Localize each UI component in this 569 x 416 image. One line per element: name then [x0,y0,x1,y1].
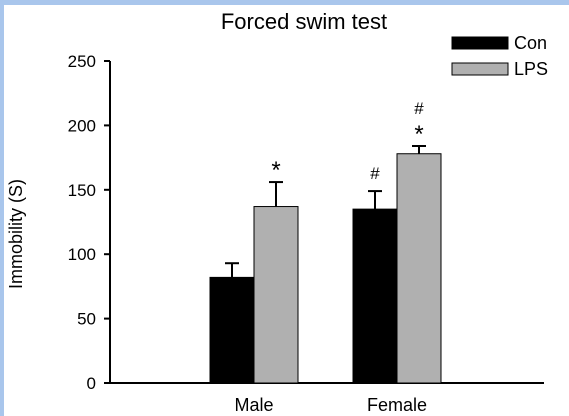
bar-con [352,208,398,384]
legend-label: Con [514,33,547,53]
bar-chart: Forced swim test Immobility (S) 0 50 100 15… [6,9,548,415]
significance-label: # [370,164,380,183]
bar-lps [396,153,442,384]
bar-con [209,276,255,384]
bars: * # * # [209,99,442,384]
significance-label: * [414,121,423,148]
legend: Con LPS [451,33,548,79]
chart-title: Forced swim test [221,9,387,34]
y-axis-label: Immobility (S) [6,179,26,289]
y-tick-label: 150 [68,181,96,200]
y-tick-label: 50 [77,310,96,329]
legend-swatch [451,62,509,76]
y-tick-label: 0 [87,374,96,393]
x-tick-label: Female [367,395,427,415]
x-tick-label: Male [234,395,273,415]
bar-lps [253,206,299,384]
chart-panel: Forced swim test Immobility (S) 0 50 100 15… [4,5,569,416]
significance-label: # [414,99,424,118]
axes: 0 50 100 150 200 250 Male Female [68,52,544,415]
y-tick-label: 100 [68,245,96,264]
legend-swatch [451,36,509,50]
y-tick-label: 200 [68,116,96,135]
significance-label: * [271,157,280,184]
y-tick-label: 250 [68,52,96,71]
legend-label: LPS [514,59,548,79]
